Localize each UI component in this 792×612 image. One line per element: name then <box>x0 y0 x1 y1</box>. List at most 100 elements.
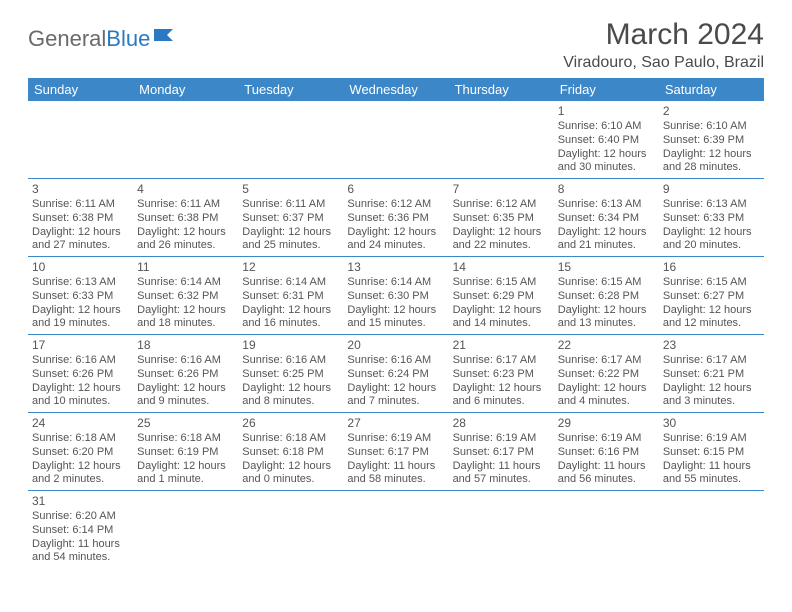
sunrise-text: Sunrise: 6:11 AM <box>32 198 129 212</box>
daylight-text: Daylight: 12 hours and 28 minutes. <box>663 148 760 176</box>
sunrise-text: Sunrise: 6:16 AM <box>242 354 339 368</box>
calendar-cell <box>449 101 554 179</box>
daylight-text: Daylight: 12 hours and 0 minutes. <box>242 460 339 488</box>
day-number: 28 <box>453 416 550 431</box>
daylight-text: Daylight: 12 hours and 2 minutes. <box>32 460 129 488</box>
day-number: 11 <box>137 260 234 275</box>
sunset-text: Sunset: 6:30 PM <box>347 290 444 304</box>
calendar-cell: 17Sunrise: 6:16 AMSunset: 6:26 PMDayligh… <box>28 335 133 413</box>
sunset-text: Sunset: 6:17 PM <box>453 446 550 460</box>
sunrise-text: Sunrise: 6:16 AM <box>347 354 444 368</box>
calendar-cell: 18Sunrise: 6:16 AMSunset: 6:26 PMDayligh… <box>133 335 238 413</box>
daylight-text: Daylight: 12 hours and 19 minutes. <box>32 304 129 332</box>
sunrise-text: Sunrise: 6:16 AM <box>137 354 234 368</box>
daylight-text: Daylight: 12 hours and 20 minutes. <box>663 226 760 254</box>
calendar-cell: 13Sunrise: 6:14 AMSunset: 6:30 PMDayligh… <box>343 257 448 335</box>
sunrise-text: Sunrise: 6:14 AM <box>242 276 339 290</box>
daylight-text: Daylight: 12 hours and 4 minutes. <box>558 382 655 410</box>
calendar-cell <box>343 491 448 569</box>
sunrise-text: Sunrise: 6:19 AM <box>558 432 655 446</box>
calendar-cell <box>238 491 343 569</box>
sunrise-text: Sunrise: 6:19 AM <box>453 432 550 446</box>
day-number: 8 <box>558 182 655 197</box>
calendar-cell: 1Sunrise: 6:10 AMSunset: 6:40 PMDaylight… <box>554 101 659 179</box>
sunset-text: Sunset: 6:34 PM <box>558 212 655 226</box>
day-number: 5 <box>242 182 339 197</box>
sunset-text: Sunset: 6:25 PM <box>242 368 339 382</box>
day-number: 16 <box>663 260 760 275</box>
daylight-text: Daylight: 11 hours and 54 minutes. <box>32 538 129 566</box>
sunrise-text: Sunrise: 6:18 AM <box>32 432 129 446</box>
calendar-cell: 20Sunrise: 6:16 AMSunset: 6:24 PMDayligh… <box>343 335 448 413</box>
calendar-head: SundayMondayTuesdayWednesdayThursdayFrid… <box>28 78 764 101</box>
calendar-cell: 24Sunrise: 6:18 AMSunset: 6:20 PMDayligh… <box>28 413 133 491</box>
sunset-text: Sunset: 6:28 PM <box>558 290 655 304</box>
sunset-text: Sunset: 6:39 PM <box>663 134 760 148</box>
daylight-text: Daylight: 12 hours and 21 minutes. <box>558 226 655 254</box>
daylight-text: Daylight: 12 hours and 30 minutes. <box>558 148 655 176</box>
daylight-text: Daylight: 12 hours and 27 minutes. <box>32 226 129 254</box>
sunset-text: Sunset: 6:31 PM <box>242 290 339 304</box>
daylight-text: Daylight: 12 hours and 16 minutes. <box>242 304 339 332</box>
sunrise-text: Sunrise: 6:17 AM <box>453 354 550 368</box>
sunset-text: Sunset: 6:24 PM <box>347 368 444 382</box>
day-number: 6 <box>347 182 444 197</box>
sunrise-text: Sunrise: 6:20 AM <box>32 510 129 524</box>
calendar-cell <box>449 491 554 569</box>
sunrise-text: Sunrise: 6:11 AM <box>137 198 234 212</box>
sunrise-text: Sunrise: 6:13 AM <box>663 198 760 212</box>
calendar-cell <box>133 491 238 569</box>
calendar-cell: 28Sunrise: 6:19 AMSunset: 6:17 PMDayligh… <box>449 413 554 491</box>
day-number: 18 <box>137 338 234 353</box>
day-header: Tuesday <box>238 78 343 101</box>
day-header: Sunday <box>28 78 133 101</box>
daylight-text: Daylight: 12 hours and 15 minutes. <box>347 304 444 332</box>
sunset-text: Sunset: 6:21 PM <box>663 368 760 382</box>
calendar-cell: 27Sunrise: 6:19 AMSunset: 6:17 PMDayligh… <box>343 413 448 491</box>
sunrise-text: Sunrise: 6:15 AM <box>453 276 550 290</box>
sunrise-text: Sunrise: 6:18 AM <box>137 432 234 446</box>
daylight-text: Daylight: 12 hours and 24 minutes. <box>347 226 444 254</box>
sunrise-text: Sunrise: 6:11 AM <box>242 198 339 212</box>
sunset-text: Sunset: 6:19 PM <box>137 446 234 460</box>
sunrise-text: Sunrise: 6:14 AM <box>137 276 234 290</box>
calendar-cell: 16Sunrise: 6:15 AMSunset: 6:27 PMDayligh… <box>659 257 764 335</box>
sunset-text: Sunset: 6:23 PM <box>453 368 550 382</box>
calendar-cell: 11Sunrise: 6:14 AMSunset: 6:32 PMDayligh… <box>133 257 238 335</box>
calendar-cell: 2Sunrise: 6:10 AMSunset: 6:39 PMDaylight… <box>659 101 764 179</box>
calendar-cell: 6Sunrise: 6:12 AMSunset: 6:36 PMDaylight… <box>343 179 448 257</box>
calendar-cell <box>28 101 133 179</box>
day-number: 12 <box>242 260 339 275</box>
day-number: 1 <box>558 104 655 119</box>
day-number: 25 <box>137 416 234 431</box>
daylight-text: Daylight: 11 hours and 56 minutes. <box>558 460 655 488</box>
daylight-text: Daylight: 12 hours and 1 minute. <box>137 460 234 488</box>
calendar-cell: 15Sunrise: 6:15 AMSunset: 6:28 PMDayligh… <box>554 257 659 335</box>
day-number: 29 <box>558 416 655 431</box>
day-number: 9 <box>663 182 760 197</box>
flag-icon <box>153 26 177 52</box>
sunset-text: Sunset: 6:18 PM <box>242 446 339 460</box>
calendar-body: 1Sunrise: 6:10 AMSunset: 6:40 PMDaylight… <box>28 101 764 568</box>
day-number: 15 <box>558 260 655 275</box>
calendar-cell: 9Sunrise: 6:13 AMSunset: 6:33 PMDaylight… <box>659 179 764 257</box>
day-number: 30 <box>663 416 760 431</box>
daylight-text: Daylight: 11 hours and 57 minutes. <box>453 460 550 488</box>
day-number: 19 <box>242 338 339 353</box>
calendar-cell <box>659 491 764 569</box>
calendar-cell: 12Sunrise: 6:14 AMSunset: 6:31 PMDayligh… <box>238 257 343 335</box>
daylight-text: Daylight: 12 hours and 22 minutes. <box>453 226 550 254</box>
day-number: 20 <box>347 338 444 353</box>
day-number: 17 <box>32 338 129 353</box>
sunrise-text: Sunrise: 6:18 AM <box>242 432 339 446</box>
day-number: 22 <box>558 338 655 353</box>
sunrise-text: Sunrise: 6:19 AM <box>663 432 760 446</box>
sunset-text: Sunset: 6:17 PM <box>347 446 444 460</box>
calendar-cell: 8Sunrise: 6:13 AMSunset: 6:34 PMDaylight… <box>554 179 659 257</box>
sunset-text: Sunset: 6:22 PM <box>558 368 655 382</box>
day-number: 27 <box>347 416 444 431</box>
daylight-text: Daylight: 12 hours and 3 minutes. <box>663 382 760 410</box>
calendar-cell <box>343 101 448 179</box>
calendar-cell: 5Sunrise: 6:11 AMSunset: 6:37 PMDaylight… <box>238 179 343 257</box>
calendar-cell: 19Sunrise: 6:16 AMSunset: 6:25 PMDayligh… <box>238 335 343 413</box>
